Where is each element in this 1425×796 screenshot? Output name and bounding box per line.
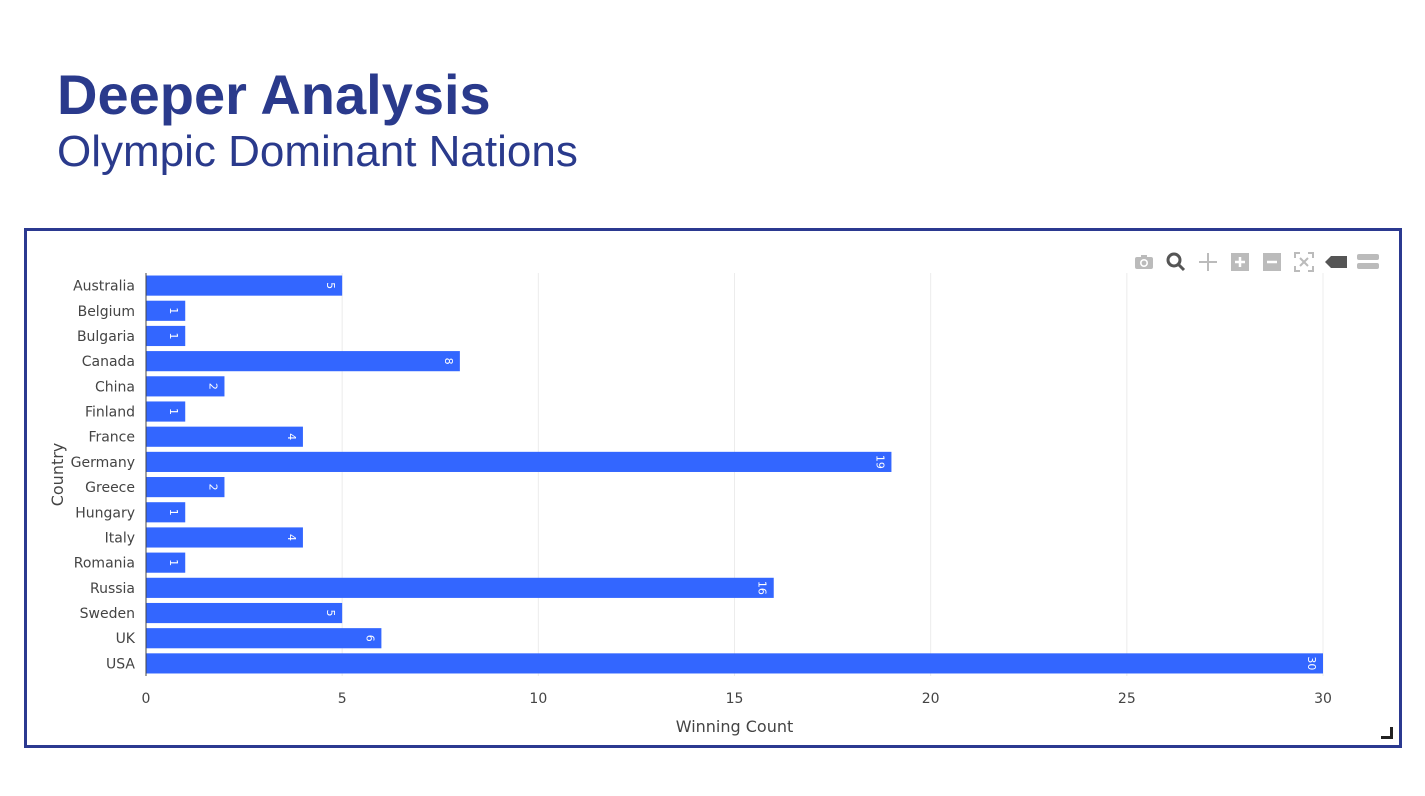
bar — [146, 351, 460, 372]
bar — [146, 401, 186, 422]
bar — [146, 451, 892, 472]
x-axis-title: Winning Count — [676, 717, 794, 736]
bar — [146, 552, 186, 573]
bar-value-label: 6 — [363, 635, 376, 642]
x-tick-label: 30 — [1314, 691, 1332, 707]
bar — [146, 527, 303, 548]
y-tick-label: Canada — [82, 354, 135, 370]
bar-value-label: 19 — [873, 455, 886, 469]
bar — [146, 426, 303, 447]
autoscale-icon[interactable] — [1293, 251, 1315, 273]
bar — [146, 325, 186, 347]
bar-value-label: 1 — [167, 332, 180, 339]
bar-value-label: 16 — [756, 581, 769, 595]
bar — [146, 628, 382, 649]
y-tick-label: Russia — [90, 581, 135, 597]
x-tick-label: 15 — [726, 691, 744, 707]
bar-value-label: 2 — [206, 484, 219, 491]
bar-value-label: 5 — [324, 610, 337, 617]
zoom-icon[interactable] — [1165, 251, 1187, 273]
y-tick-label: China — [95, 379, 135, 395]
bar-value-label: 4 — [285, 534, 298, 541]
bar-value-label: 8 — [442, 358, 455, 365]
y-tick-label: France — [88, 430, 135, 446]
y-tick-label: Italy — [105, 530, 135, 546]
bar — [146, 477, 225, 498]
x-tick-label: 10 — [529, 691, 547, 707]
y-axis-title: Country — [48, 443, 67, 507]
y-tick-label: Bulgaria — [77, 329, 135, 345]
bar-chart: 5 1 1 8 2 1 4 19 2 1 4 1 16 5 6 30 0 5 10 15 20 25 30 Australi… — [48, 273, 1332, 736]
bar-value-label: 1 — [167, 509, 180, 516]
camera-icon[interactable] — [1133, 251, 1155, 273]
y-tick-label: Finland — [85, 405, 135, 421]
x-tick-label: 20 — [922, 691, 940, 707]
y-tick-label: Hungary — [75, 505, 135, 521]
zoom-in-icon[interactable] — [1229, 251, 1251, 273]
bar-value-label: 5 — [324, 282, 337, 289]
y-tick-label: Sweden — [80, 606, 135, 622]
x-tick-label: 0 — [142, 691, 151, 707]
x-tick-label: 25 — [1118, 691, 1136, 707]
bar — [146, 577, 774, 598]
chart-toolbar — [1133, 251, 1379, 273]
y-tick-label: Romania — [74, 556, 135, 572]
bar-value-label: 1 — [167, 307, 180, 314]
bar-value-label: 1 — [167, 559, 180, 566]
y-tick-label: Greece — [85, 480, 135, 496]
bar — [146, 376, 225, 397]
slide-title: Deeper Analysis — [57, 63, 491, 126]
bar — [146, 300, 186, 321]
bar-value-label: 2 — [206, 383, 219, 390]
chart-container: 5 1 1 8 2 1 4 19 2 1 4 1 16 5 6 30 0 5 10 15 20 25 30 Australi… — [24, 228, 1402, 748]
zoom-out-icon[interactable] — [1261, 251, 1283, 273]
y-tick-label: USA — [106, 656, 135, 672]
bar-value-label: 4 — [285, 433, 298, 440]
pan-icon[interactable] — [1197, 251, 1219, 273]
bar-value-label: 1 — [167, 408, 180, 415]
bar — [146, 653, 1323, 674]
hover-compare-icon[interactable] — [1357, 251, 1379, 273]
bar — [146, 502, 186, 523]
y-tick-label: Germany — [71, 455, 135, 471]
bar-value-label: 30 — [1305, 656, 1318, 670]
y-tick-label: Australia — [73, 279, 135, 295]
y-tick-label: Belgium — [78, 304, 135, 320]
resize-handle[interactable] — [1381, 727, 1393, 739]
y-tick-label: UK — [116, 631, 136, 647]
bar — [146, 602, 343, 624]
x-tick-label: 5 — [338, 691, 347, 707]
hover-closest-icon[interactable] — [1325, 251, 1347, 273]
bar — [146, 275, 343, 296]
slide-subtitle: Olympic Dominant Nations — [57, 127, 578, 176]
